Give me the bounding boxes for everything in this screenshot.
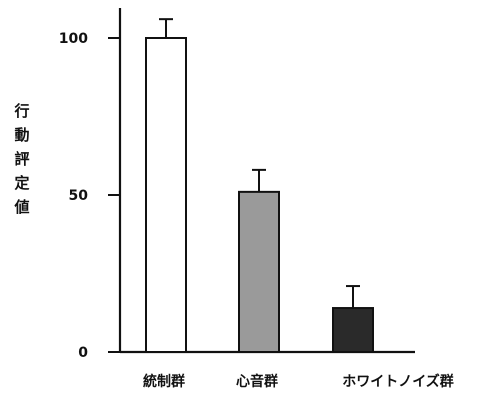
category-label-0: 統制群 bbox=[143, 373, 185, 390]
y-tick-label-0: 0 bbox=[78, 345, 88, 361]
y-axis-label-char-3: 定 bbox=[14, 174, 29, 192]
bar-1 bbox=[238, 190, 280, 353]
y-axis-label-char-0: 行 bbox=[13, 102, 29, 120]
bar-0 bbox=[145, 37, 187, 353]
category-label-1: 心音群 bbox=[236, 373, 278, 390]
category-label-2: ホワイトノイズ群 bbox=[342, 373, 454, 390]
bar-2 bbox=[332, 307, 374, 354]
y-axis-label-char-2: 評 bbox=[14, 150, 29, 168]
y-axis-label-char-1: 動 bbox=[14, 126, 29, 144]
y-tick-label-50: 50 bbox=[69, 188, 89, 204]
y-axis-label-char-4: 値 bbox=[13, 198, 29, 216]
y-tick-label-100: 100 bbox=[59, 31, 88, 47]
